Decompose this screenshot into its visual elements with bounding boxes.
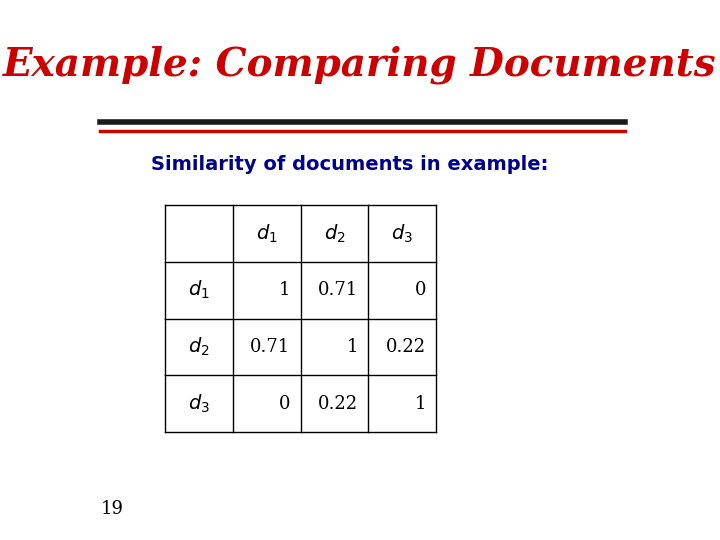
Text: 19: 19 — [100, 501, 123, 518]
Text: 0: 0 — [279, 395, 291, 413]
Text: 0.22: 0.22 — [318, 395, 359, 413]
Text: Similarity of documents in example:: Similarity of documents in example: — [151, 155, 549, 174]
Text: $d_1$: $d_1$ — [256, 222, 278, 245]
Text: Example: Comparing Documents: Example: Comparing Documents — [3, 45, 717, 84]
Text: 1: 1 — [415, 395, 426, 413]
Text: 0.22: 0.22 — [386, 338, 426, 356]
Text: $d_1$: $d_1$ — [188, 279, 210, 301]
Text: $d_2$: $d_2$ — [189, 336, 210, 358]
Text: 0.71: 0.71 — [251, 338, 291, 356]
Text: $d_2$: $d_2$ — [324, 222, 346, 245]
Text: $d_3$: $d_3$ — [392, 222, 413, 245]
Text: 1: 1 — [347, 338, 359, 356]
Text: 1: 1 — [279, 281, 291, 299]
Text: 0: 0 — [415, 281, 426, 299]
Text: 0.71: 0.71 — [318, 281, 359, 299]
Text: $d_3$: $d_3$ — [188, 393, 210, 415]
